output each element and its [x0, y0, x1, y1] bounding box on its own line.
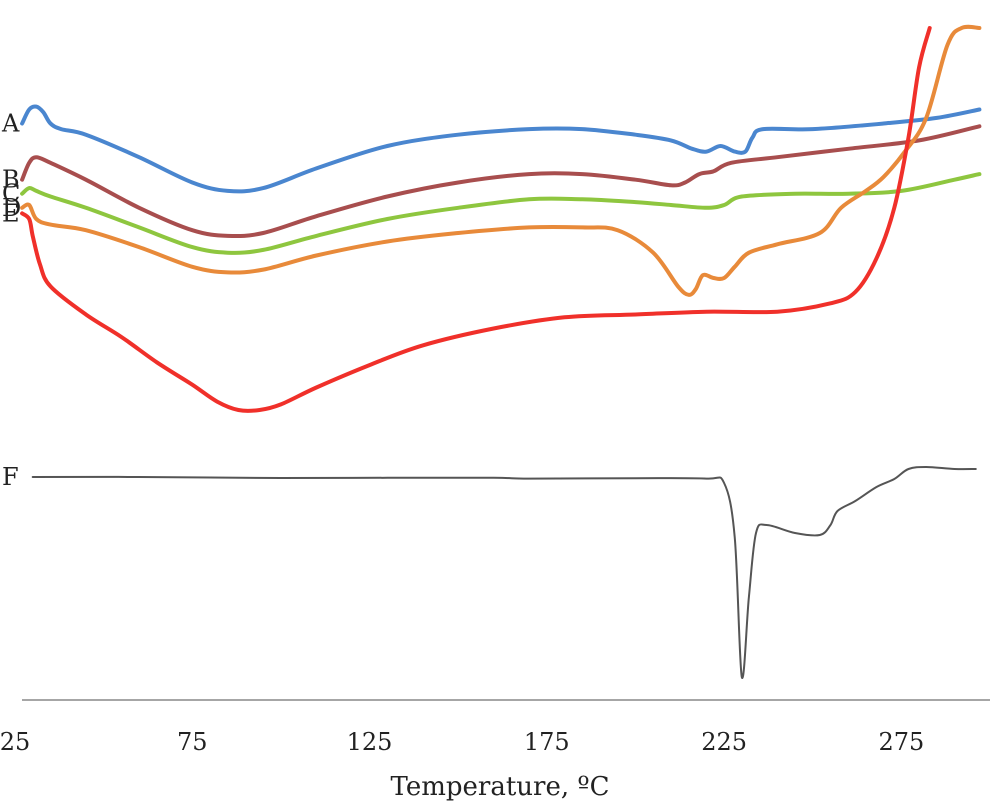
x-axis-title: Temperature, ºC	[391, 772, 610, 802]
x-tick-label-275: 275	[878, 728, 924, 756]
curve-label-e: E	[2, 199, 20, 227]
x-tick-label-175: 175	[524, 728, 570, 756]
x-tick-label-125: 125	[347, 728, 393, 756]
upper-thermograms	[20, 24, 982, 413]
x-tick-label-225: 225	[701, 728, 747, 756]
series-f-line	[31, 466, 977, 679]
x-tick-label-25: 25	[0, 728, 30, 756]
series-a-line	[20, 104, 982, 194]
lower-thermogram	[31, 466, 977, 679]
series-d-line	[20, 24, 982, 297]
curve-label-c: C	[2, 180, 20, 208]
x-tick-label-75: 75	[177, 728, 208, 756]
curve-label-a: A	[1, 110, 20, 138]
series-b-line	[20, 124, 982, 239]
curve-label-b: B	[2, 166, 20, 194]
curve-label-d: D	[2, 194, 21, 222]
curve-label-f: F	[2, 463, 19, 491]
x-axis-ticks: 25 75 125 175 225 275	[0, 728, 924, 756]
series-e-line	[20, 26, 932, 413]
series-c-line	[20, 172, 982, 255]
